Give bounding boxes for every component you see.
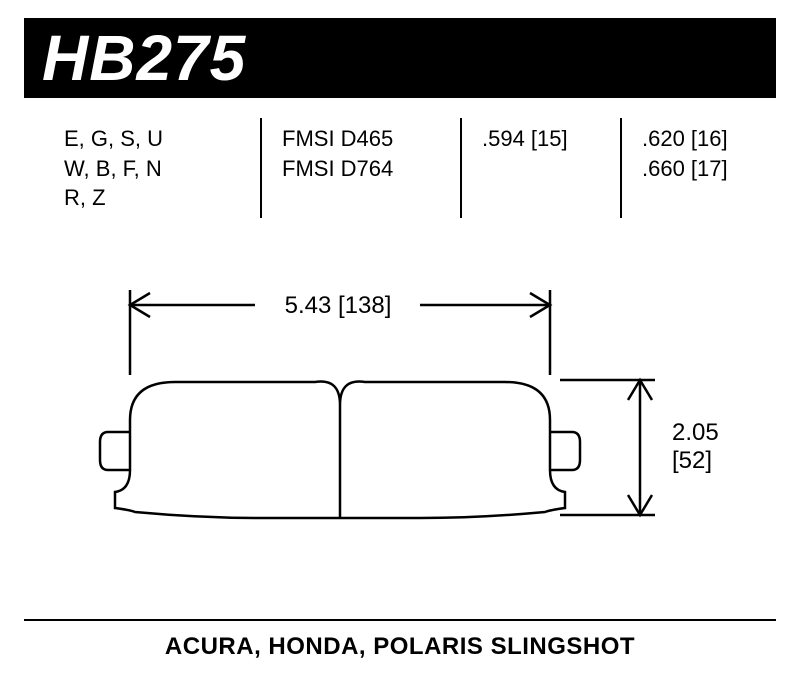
- spec-col-compounds: E, G, S, U W, B, F, N R, Z: [60, 118, 260, 218]
- height-dimension-label-inches: 2.05: [672, 419, 719, 446]
- spec-col-fmsi: FMSI D465 FMSI D764: [260, 118, 460, 218]
- spec-cell: FMSI D764: [282, 154, 440, 184]
- spec-cell: .594 [15]: [482, 124, 600, 154]
- spec-cell: .620 [16]: [642, 124, 760, 154]
- vehicle-applications: ACURA, HONDA, POLARIS SLINGSHOT: [0, 633, 800, 661]
- spec-cell: W, B, F, N: [64, 154, 240, 184]
- spec-col-thickness-b: .620 [16] .660 [17]: [620, 118, 780, 218]
- spec-cell: .660 [17]: [642, 154, 760, 184]
- brake-pad-diagram: 5.43 [138] 2.05 [52]: [0, 260, 800, 590]
- footer-divider: [24, 619, 776, 621]
- spec-cell: FMSI D465: [282, 124, 440, 154]
- spec-cell: E, G, S, U: [64, 124, 240, 154]
- width-dimension-label: 5.43 [138]: [285, 292, 392, 319]
- spec-col-thickness-a: .594 [15]: [460, 118, 620, 218]
- spec-cell: R, Z: [64, 183, 240, 213]
- height-dimension-label-mm: [52]: [672, 447, 712, 474]
- diagram-svg: 5.43 [138] 2.05 [52]: [0, 260, 800, 590]
- spec-table: E, G, S, U W, B, F, N R, Z FMSI D465 FMS…: [60, 118, 740, 218]
- header-bar: HB275: [24, 18, 776, 98]
- part-number: HB275: [42, 21, 246, 95]
